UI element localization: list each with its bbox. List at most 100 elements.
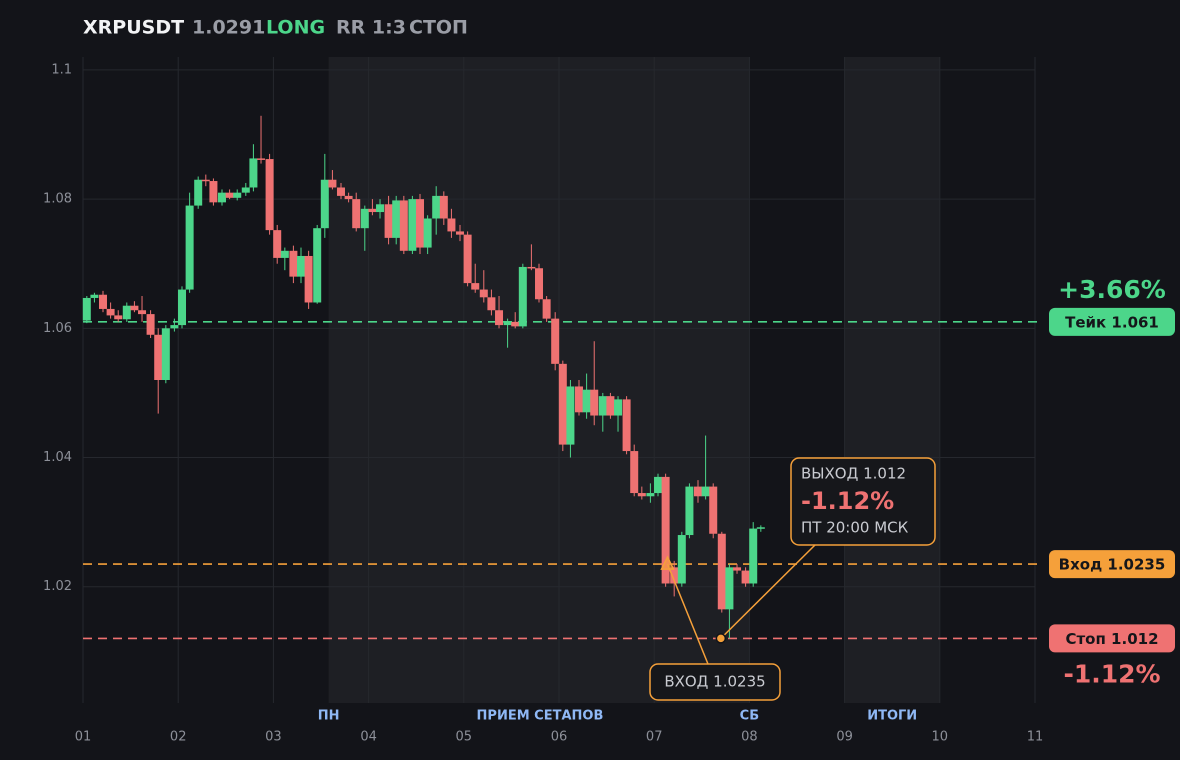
level-percent: +3.66% (1058, 275, 1166, 304)
candle-body (558, 363, 567, 445)
candle-body (693, 486, 702, 497)
candle-body (590, 389, 599, 416)
entry-marker (660, 555, 675, 570)
candle-body (336, 187, 345, 196)
x-tick-label: 09 (836, 730, 853, 745)
candle-body (416, 199, 425, 248)
candle-body (622, 399, 631, 452)
side: LONG (266, 17, 325, 39)
candle-body (392, 200, 401, 238)
candle-body (598, 396, 607, 416)
x-tick-label: 01 (75, 730, 92, 745)
candle-body (265, 159, 274, 231)
candle-body (328, 179, 337, 188)
status: СТОП (409, 17, 468, 39)
candle-body (138, 310, 147, 315)
candle-body (280, 250, 289, 258)
candle-body (225, 192, 234, 198)
candle-body (542, 299, 551, 319)
candle-body (154, 334, 163, 380)
level-label: Тейк 1.061 (1065, 313, 1159, 331)
y-tick-label: 1.06 (43, 321, 72, 336)
candle-body (368, 208, 377, 213)
candle-body (209, 181, 218, 203)
candle-body (551, 318, 560, 364)
candle-body (201, 179, 210, 182)
candle-body (535, 268, 544, 300)
candle-body (384, 204, 393, 238)
y-tick-label: 1.04 (43, 450, 72, 465)
entry-callout-text: ВХОД 1.0235 (664, 673, 765, 691)
candle-body (630, 451, 639, 494)
candle-body (304, 255, 313, 303)
candle-body (376, 204, 385, 213)
candle-body (122, 305, 131, 320)
candle-body (741, 570, 750, 584)
y-tick-label: 1.02 (43, 579, 72, 594)
candle-body (114, 315, 123, 320)
session-label: ПН (318, 709, 340, 724)
candle-body (439, 195, 448, 219)
session-shade (328, 57, 750, 703)
candle-body (146, 314, 155, 335)
x-tick-label: 03 (265, 730, 282, 745)
exit-callout-title: ВЫХОД 1.012 (801, 465, 906, 483)
session-shade (844, 57, 940, 703)
candle-body (360, 208, 369, 229)
candle-body (352, 199, 361, 229)
exit-callout-result: -1.12% (801, 487, 894, 515)
candle-body (447, 218, 456, 232)
x-tick-label: 06 (551, 730, 568, 745)
session-label: СБ (740, 709, 759, 724)
level-percent: -1.12% (1063, 659, 1160, 688)
x-tick-label: 11 (1027, 730, 1044, 745)
entry-callout (649, 663, 781, 701)
x-tick-label: 02 (170, 730, 187, 745)
candle-body (670, 567, 679, 584)
exit-connector (720, 544, 816, 639)
candle-body (582, 389, 591, 413)
exit-marker (715, 633, 727, 644)
level-label: Вход 1.0235 (1059, 556, 1166, 574)
candle-body (487, 297, 496, 311)
x-tick-label: 07 (646, 730, 663, 745)
level-label: Стоп 1.012 (1065, 630, 1158, 648)
candle-body (408, 199, 417, 251)
candle-body (178, 289, 187, 326)
session-label: ИТОГИ (867, 709, 917, 724)
candle-body (511, 321, 520, 327)
candle-body (495, 310, 504, 326)
candle-body (518, 266, 527, 327)
candle-body (217, 192, 226, 203)
candle-body (241, 187, 250, 193)
candle-body (82, 297, 91, 321)
candle-body (273, 230, 282, 258)
candle-body (249, 158, 258, 188)
x-tick-label: 04 (360, 730, 377, 745)
candle-body (709, 486, 718, 534)
candle-body (455, 231, 464, 235)
candle-body (320, 179, 329, 229)
candle-body (677, 535, 686, 584)
candle-body (399, 200, 408, 251)
x-tick-label: 05 (456, 730, 473, 745)
candle-body (701, 486, 710, 497)
candle-body (257, 158, 266, 160)
candle-body (749, 528, 758, 584)
candle-body (717, 533, 726, 610)
candle-body (527, 266, 536, 269)
candle-body (637, 493, 646, 497)
candle-body (503, 321, 512, 326)
candle-body (479, 289, 488, 298)
level-badge (1049, 624, 1175, 653)
candle-body (90, 294, 99, 298)
candle-body (130, 305, 139, 311)
y-tick-label: 1.1 (51, 62, 72, 77)
risk-reward: RR 1:3 (336, 17, 406, 39)
candle-body (463, 234, 472, 284)
candle-body (194, 179, 203, 206)
candle-body (289, 250, 298, 277)
candle-body (471, 283, 480, 290)
candle-body (661, 476, 670, 584)
